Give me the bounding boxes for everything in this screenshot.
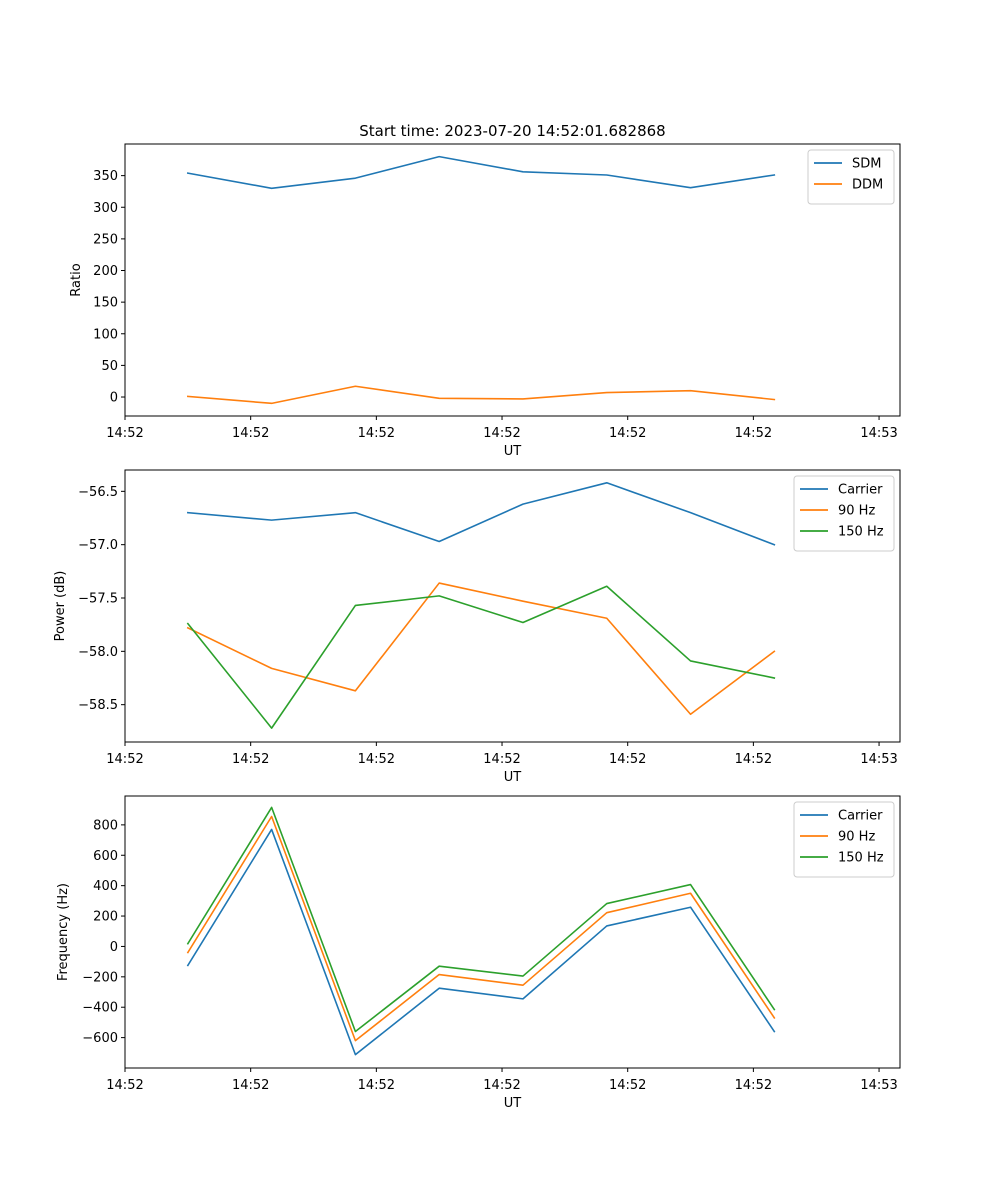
chart-panel-1: 0 50 100 150 200 250 300 350 14:52 14:52 14:52 14:5… [69, 143, 901, 459]
series-line-ddm [186, 385, 776, 405]
legend-entry-carrier: Carrier [838, 809, 883, 824]
legend: SDM DDM [807, 149, 895, 205]
x-tick-label: 14:52 [483, 426, 520, 441]
legend-entry-150-hz: 150 Hz [838, 525, 884, 540]
x-tick-label: 14:52 [609, 752, 646, 767]
y-axis-label: Power (dB) [53, 571, 68, 642]
y-tick-label: 0 [110, 940, 118, 955]
y-tick-label: −200 [82, 970, 118, 985]
y-tick-label: −600 [82, 1031, 118, 1046]
axes-frame [124, 143, 901, 417]
x-tick-label: 14:52 [609, 1078, 646, 1093]
legend-entry-carrier: Carrier [838, 483, 883, 498]
x-tick-label: 14:52 [232, 426, 269, 441]
legend: Carrier 90 Hz 150 Hz [793, 475, 895, 552]
x-tick-label: 14:52 [735, 1078, 772, 1093]
x-tick-label: 14:52 [483, 1078, 520, 1093]
series-line-carrier [186, 828, 776, 1056]
x-tick-label: 14:52 [735, 752, 772, 767]
x-tick-label: 14:52 [106, 752, 143, 767]
legend-entry-90-hz: 90 Hz [838, 504, 875, 519]
x-tick-label: 14:52 [106, 1078, 143, 1093]
series-line-sdm [186, 155, 776, 190]
y-tick-label: 100 [93, 327, 118, 342]
legend-box [793, 801, 895, 878]
axes-frame [124, 795, 901, 1069]
y-tick-label: 150 [93, 296, 118, 311]
x-tick-label: 14:52 [735, 426, 772, 441]
y-tick-label: 50 [101, 359, 118, 374]
figure-title: Start time: 2023-07-20 14:52:01.682868 [359, 122, 665, 140]
legend-entry-ddm: DDM [852, 178, 883, 193]
y-tick-label: 200 [93, 264, 118, 279]
x-tick-label: 14:52 [358, 426, 395, 441]
y-tick-label: 600 [93, 849, 118, 864]
x-axis-label: UT [504, 1096, 522, 1111]
chart-panel-2: −58.5 −58.0 −57.5 −57.0 −56.5 14:52 14:52 14:52… [53, 469, 901, 785]
y-tick-label: 800 [93, 818, 118, 833]
y-tick-label: 400 [93, 879, 118, 894]
y-tick-label: 200 [93, 910, 118, 925]
y-tick-label: −56.5 [78, 485, 118, 500]
y-axis-label: Frequency (Hz) [56, 883, 71, 981]
x-tick-label: 14:52 [232, 1078, 269, 1093]
y-tick-label: 300 [93, 201, 118, 216]
x-tick-label: 14:52 [106, 426, 143, 441]
x-axis-label: UT [504, 444, 522, 459]
legend-box [793, 475, 895, 552]
x-tick-label: 14:53 [860, 752, 897, 767]
y-tick-label: 350 [93, 169, 118, 184]
series-line-carrier [186, 481, 776, 546]
y-tick-label: −58.5 [78, 698, 118, 713]
x-axis-label: UT [504, 770, 522, 785]
x-tick-label: 14:52 [483, 752, 520, 767]
legend-entry-90-hz: 90 Hz [838, 830, 875, 845]
series-line-150-hz [186, 806, 776, 1033]
x-tick-label: 14:53 [860, 1078, 897, 1093]
y-axis-label: Ratio [69, 263, 84, 296]
y-tick-label: 250 [93, 232, 118, 247]
chart-panel-3: −600 −400 −200 0 200 400 600 800 14:52 14:52 14:52… [56, 795, 901, 1111]
x-tick-label: 14:52 [358, 752, 395, 767]
series-line-90-hz [186, 582, 776, 716]
y-tick-label: −400 [82, 1001, 118, 1016]
y-tick-label: −57.5 [78, 592, 118, 607]
series-line-150-hz [186, 585, 776, 729]
axes-frame [124, 469, 901, 743]
legend-entry-sdm: SDM [852, 157, 881, 172]
y-tick-label: −57.0 [78, 538, 118, 553]
y-tick-label: −58.0 [78, 645, 118, 660]
y-tick-label: 0 [110, 391, 118, 406]
x-tick-label: 14:53 [860, 426, 897, 441]
x-tick-label: 14:52 [609, 426, 646, 441]
legend: Carrier 90 Hz 150 Hz [793, 801, 895, 878]
series-line-90-hz [186, 815, 776, 1042]
x-tick-label: 14:52 [358, 1078, 395, 1093]
legend-entry-150-hz: 150 Hz [838, 851, 884, 866]
x-tick-label: 14:52 [232, 752, 269, 767]
